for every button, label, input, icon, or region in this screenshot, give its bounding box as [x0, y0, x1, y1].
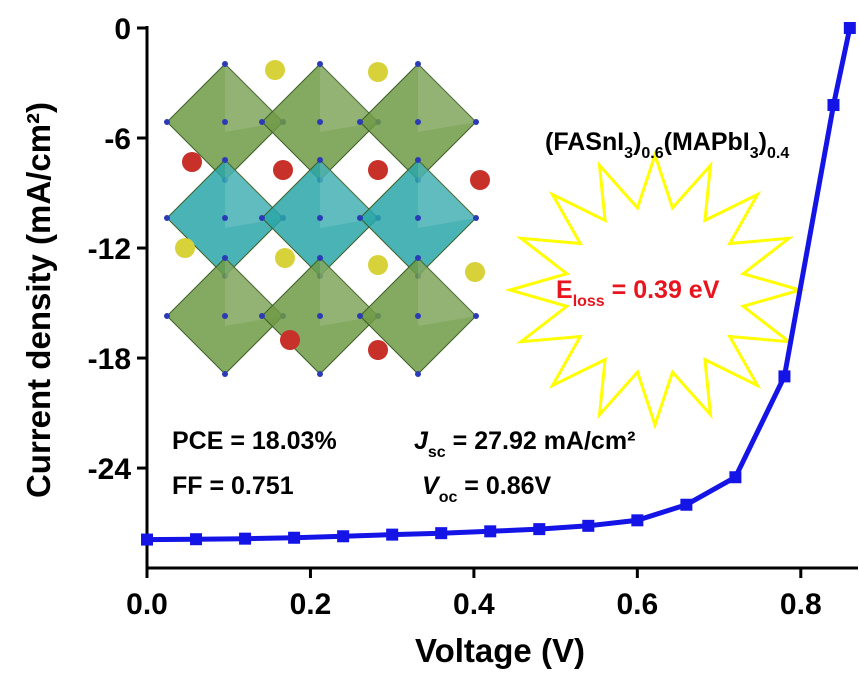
atom — [222, 157, 228, 163]
y-tick-label: -12 — [88, 233, 131, 266]
atom — [317, 313, 323, 319]
y-axis-title: Current density (mA/cm²) — [20, 102, 57, 498]
atom — [415, 119, 421, 125]
atom — [222, 215, 228, 221]
atom — [164, 215, 170, 221]
ff: FF = 0.751 — [172, 472, 294, 500]
octahedron-face — [418, 160, 476, 228]
atom-yellow — [175, 238, 195, 258]
jsc: Jsc = 27.92 mA/cm² — [414, 427, 635, 461]
eloss: Eloss = 0.39 eV — [556, 276, 720, 310]
atom — [415, 157, 421, 163]
atom — [415, 313, 421, 319]
atom — [222, 313, 228, 319]
marker — [484, 525, 496, 537]
marker — [386, 529, 398, 541]
atom — [357, 215, 363, 221]
atom-yellow — [368, 62, 388, 82]
y-tick-label: -6 — [104, 123, 131, 156]
atom — [317, 119, 323, 125]
atom — [415, 371, 421, 377]
marker — [778, 370, 790, 382]
atom — [222, 371, 228, 377]
atom — [164, 313, 170, 319]
page: (FASnI3)0.6(MAPbI3)0.4 Eloss = 0.39 eV P… — [0, 0, 859, 677]
marker — [190, 533, 202, 545]
atom-yellow — [368, 255, 388, 275]
atom — [357, 119, 363, 125]
x-axis-title: Voltage (V) — [415, 632, 585, 669]
atom — [317, 255, 323, 261]
atom — [415, 61, 421, 67]
marker — [533, 523, 545, 535]
marker — [141, 534, 153, 546]
pce: PCE = 18.03% — [172, 427, 337, 455]
voc: Voc = 0.86V — [422, 472, 552, 506]
x-tick-label: 0.8 — [780, 588, 822, 621]
marker — [631, 514, 643, 526]
atom — [317, 157, 323, 163]
y-tick-label: -24 — [88, 453, 132, 486]
atom — [259, 313, 265, 319]
marker — [239, 533, 251, 545]
y-tick-label: -18 — [88, 343, 131, 376]
atom — [259, 119, 265, 125]
y-tick-label: 0 — [114, 13, 131, 46]
atom — [222, 119, 228, 125]
formula: (FASnI3)0.6(MAPbI3)0.4 — [545, 128, 789, 162]
marker — [582, 520, 594, 532]
x-tick-label: 0.2 — [290, 588, 332, 621]
atom — [164, 119, 170, 125]
atom — [415, 255, 421, 261]
atom — [222, 255, 228, 261]
atom-red — [182, 152, 202, 172]
atom — [415, 215, 421, 221]
atom-red — [273, 160, 293, 180]
atom — [317, 371, 323, 377]
marker — [435, 527, 447, 539]
atom-yellow — [275, 248, 295, 268]
marker — [288, 532, 300, 544]
atom-red — [470, 170, 490, 190]
atom — [317, 215, 323, 221]
atom — [473, 215, 479, 221]
x-tick-label: 0.4 — [453, 588, 495, 621]
atom — [473, 313, 479, 319]
x-tick-label: 0.0 — [126, 588, 168, 621]
marker — [827, 99, 839, 111]
atom — [317, 61, 323, 67]
atom-yellow — [465, 262, 485, 282]
x-tick-label: 0.6 — [616, 588, 658, 621]
marker — [337, 530, 349, 542]
chart: (FASnI3)0.6(MAPbI3)0.4 Eloss = 0.39 eV P… — [0, 0, 859, 677]
atom-red — [280, 330, 300, 350]
marker — [729, 471, 741, 483]
crystal-structure — [164, 60, 490, 377]
atom-red — [368, 340, 388, 360]
atom-yellow — [265, 60, 285, 80]
atom-red — [368, 160, 388, 180]
marker — [680, 499, 692, 511]
atom — [357, 313, 363, 319]
atom — [222, 61, 228, 67]
atom — [259, 215, 265, 221]
atom — [473, 119, 479, 125]
marker — [844, 22, 856, 34]
octahedron-face — [418, 64, 476, 132]
